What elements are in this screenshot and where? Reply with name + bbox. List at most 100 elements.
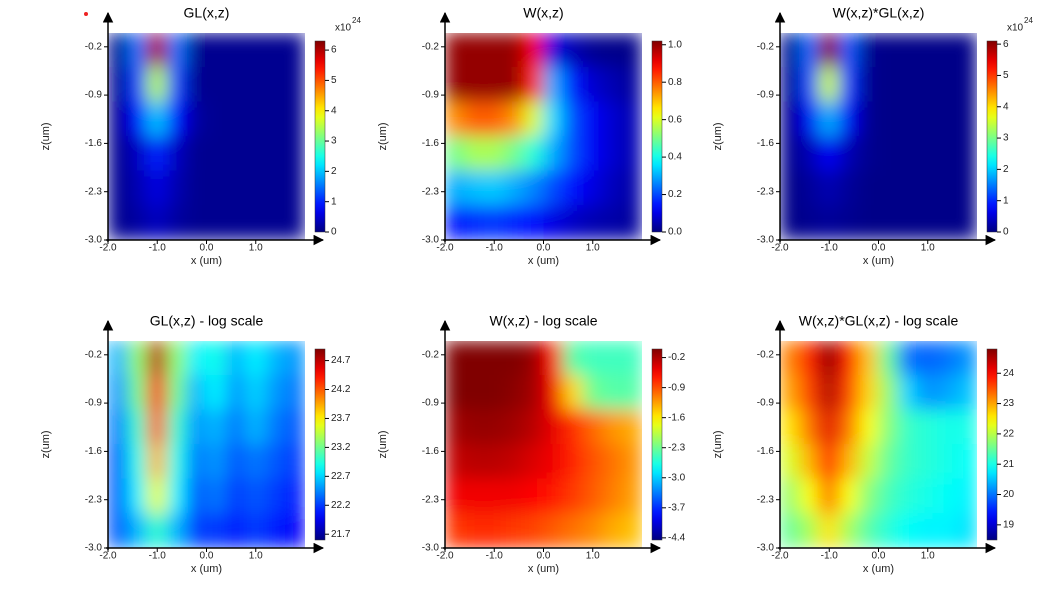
heatmap-cell: [108, 341, 129, 376]
y-tick-label: -3.0: [757, 235, 775, 246]
x-tick-label: -1.0: [821, 243, 839, 254]
heatmap-cell: [284, 444, 305, 480]
heatmap-cell: [108, 67, 129, 103]
heatmap-cell: [265, 409, 286, 445]
heatmap-cell: [108, 101, 129, 137]
x-axis-label: x (um): [528, 255, 559, 267]
heatmap-cell: [523, 409, 544, 445]
heatmap-cell: [838, 341, 860, 376]
heatmap-cell: [818, 101, 840, 137]
heatmap-cell: [483, 513, 505, 548]
heatmap-cell: [582, 33, 604, 68]
heatmap-cell: [445, 341, 466, 376]
heatmap-cell: [937, 478, 958, 514]
colorbar-tick-label: -1.6: [668, 412, 686, 423]
y-axis-label: z(um): [377, 430, 389, 458]
heatmap-cell: [621, 444, 642, 480]
heatmap-cell: [621, 478, 642, 514]
heatmap-cell: [543, 67, 564, 103]
heatmap-cell: [897, 375, 919, 411]
heatmap-cell: [937, 136, 958, 172]
heatmap-cell: [562, 375, 584, 411]
heatmap-cell: [166, 409, 188, 445]
x-tick-label: -1.0: [486, 243, 504, 254]
heatmap-cell: [503, 67, 525, 103]
y-tick-label: -0.9: [85, 398, 103, 409]
heatmap-cell: [799, 136, 820, 172]
heatmap-cell: [582, 375, 604, 411]
heatmap-cell: [108, 375, 129, 411]
heatmap-cell: [206, 341, 227, 376]
heatmap-cell: [937, 444, 958, 480]
heatmap-cell: [523, 101, 544, 137]
heatmap-cell: [245, 478, 267, 514]
heatmap-cell: [780, 101, 801, 137]
heatmap-cell: [818, 205, 840, 240]
heatmap-cell: [225, 513, 247, 548]
y-tick-label: -0.2: [422, 349, 440, 360]
heatmap-cell: [225, 136, 247, 172]
heatmap-cell: [799, 478, 820, 514]
heatmap-cells: [780, 33, 977, 240]
heatmap-cell: [937, 33, 958, 68]
heatmap-cell: [917, 409, 939, 445]
heatmap-cell: [445, 409, 466, 445]
colorbar: [986, 40, 998, 233]
heatmap-cell: [464, 67, 485, 103]
heatmap-cell: [284, 409, 305, 445]
heatmap-cell: [225, 67, 247, 103]
x-tick-label: -2.0: [771, 551, 789, 562]
heatmap-cell: [206, 375, 227, 411]
heatmap-cell: [937, 409, 958, 445]
heatmap-cell: [245, 444, 267, 480]
heatmap-cell: [602, 513, 623, 548]
heatmap-cell: [265, 170, 286, 206]
heatmap-cell: [562, 341, 584, 376]
heatmap-cell: [799, 444, 820, 480]
heatmap-cell: [818, 513, 840, 548]
heatmap-cell: [523, 444, 544, 480]
heatmap-cell: [818, 375, 840, 411]
heatmap-cell: [445, 478, 466, 514]
colorbar-tick-label: 22.7: [331, 471, 351, 482]
heatmap-cell: [127, 205, 148, 240]
heatmap-cell: [897, 170, 919, 206]
heatmap-cells: [445, 341, 642, 548]
heatmap-cell: [858, 136, 879, 172]
heatmap-cell: [858, 375, 879, 411]
y-tick-label: -2.3: [757, 186, 775, 197]
heatmap-cell: [562, 67, 584, 103]
heatmap-cell: [483, 444, 505, 480]
heatmap-cell: [503, 101, 525, 137]
y-axis-label: z(um): [712, 122, 724, 150]
heatmap-cell: [818, 67, 840, 103]
y-tick-label: -2.3: [422, 186, 440, 197]
heatmap-cell: [582, 205, 604, 240]
heatmap-cell: [503, 513, 525, 548]
heatmap-cell: [284, 101, 305, 137]
heatmap-cell: [543, 341, 564, 376]
heatmap-cell: [562, 513, 584, 548]
heatmap-cell: [127, 478, 148, 514]
plot-area: [445, 33, 642, 240]
heatmap-cell: [464, 170, 485, 206]
heatmap-cell: [523, 136, 544, 172]
heatmap-cell: [858, 478, 879, 514]
marker-dot: [84, 12, 88, 16]
heatmap-cell: [464, 444, 485, 480]
colorbar-tick-label: 3: [331, 136, 337, 147]
heatmap-cell: [146, 170, 168, 206]
heatmap-cell: [818, 478, 840, 514]
heatmap-cell: [897, 205, 919, 240]
heatmap-cell: [445, 444, 466, 480]
heatmap-cell: [166, 67, 188, 103]
heatmap-cell: [225, 444, 247, 480]
chart: W(x,z) - log scale-0.2-0.9-1.6-2.3-3.0-2…: [377, 313, 686, 575]
heatmap-cell: [780, 444, 801, 480]
heatmap-cell: [582, 341, 604, 376]
heatmap-cell: [225, 33, 247, 68]
y-tick-label: -0.2: [85, 349, 103, 360]
heatmap-cell: [108, 409, 129, 445]
heatmap-cell: [878, 170, 899, 206]
heatmap-cell: [858, 513, 879, 548]
